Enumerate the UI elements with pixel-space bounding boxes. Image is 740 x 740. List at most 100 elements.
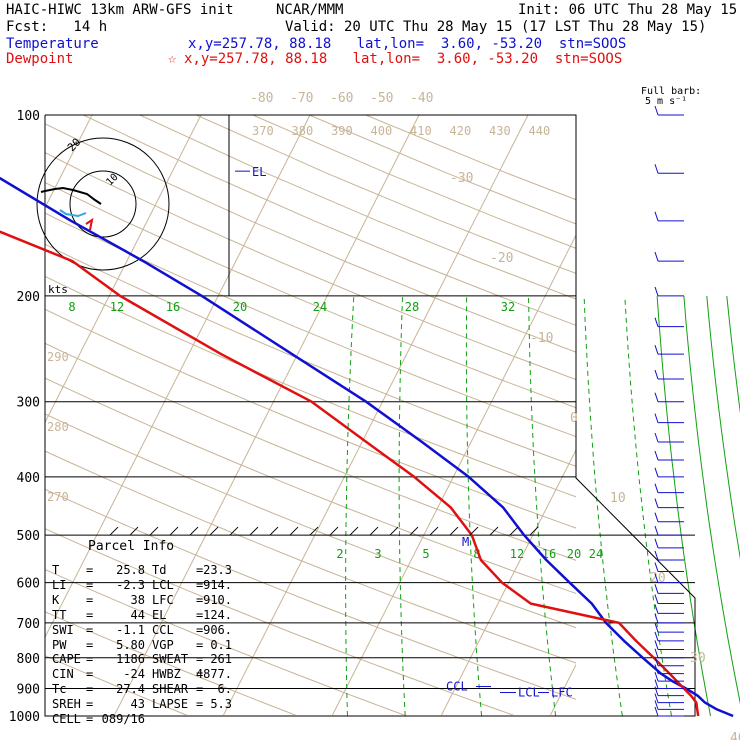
hodograph-trace-low: [59, 209, 87, 218]
wind-barb-flag: [654, 573, 659, 583]
freezing-hatch: [209, 526, 219, 536]
parcel-info-equals: =: [196, 577, 204, 592]
isotherm-label: 0: [570, 411, 578, 426]
parcel-info-k1: SREH: [52, 697, 81, 712]
parcel-info-v1: 27.4: [116, 682, 145, 697]
pressure-tick-label: 1000: [9, 710, 40, 725]
theta-label: 390: [331, 124, 353, 138]
wind-barb-flag: [654, 613, 659, 624]
wind-barb-flag: [654, 656, 659, 666]
wind-barb-flag: [654, 251, 659, 262]
parcel-info-v1: -24: [123, 667, 145, 682]
wind-barb-flag: [654, 631, 659, 642]
wind-barb-flag: [654, 164, 659, 174]
isotherm-label: -10: [530, 331, 553, 346]
parcel-info-equals: =: [196, 622, 204, 637]
parcel-info-k2: VGP: [152, 637, 174, 652]
parcel-info-k1: PW: [52, 637, 67, 652]
pressure-tick-label: 800: [17, 652, 40, 667]
theta-label: 430: [489, 124, 511, 138]
pressure-tick-label: 300: [17, 396, 40, 411]
theta-label: 400: [371, 124, 393, 138]
wind-barb-flag: [654, 450, 659, 461]
organization: NCAR/MMM: [276, 2, 344, 18]
parcel-info-v2: 261: [210, 652, 232, 667]
wind-barb-flag: [654, 512, 659, 522]
mixing-ratio-label: 5: [422, 547, 429, 561]
parcel-info-equals: =: [86, 563, 94, 577]
freezing-hatch: [249, 526, 259, 536]
parcel-info-equals: =: [86, 697, 94, 712]
mixing-ratio-label: 16: [166, 300, 180, 314]
parcel-info-v1: 43: [130, 697, 145, 712]
mixing-ratio-label: 2: [336, 547, 343, 561]
pressure-tick-label: 400: [17, 471, 40, 486]
wind-barb-flag: [654, 679, 659, 689]
wind-barb-flag: [654, 604, 659, 614]
theta-label: 370: [252, 124, 274, 138]
freezing-hatch: [129, 526, 139, 536]
el-label: EL: [252, 165, 266, 179]
parcel-info-k1: T: [52, 563, 60, 577]
parcel-info-v2: 124.: [203, 607, 232, 622]
parcel-info-k1: CIN: [52, 667, 74, 682]
parcel-info-equals: =: [196, 667, 204, 682]
parcel-info-k2: LFC: [152, 592, 174, 607]
hodograph-ring: [36, 137, 170, 271]
parcel-info-equals: =: [196, 607, 204, 622]
parcel-info-k1: LI: [52, 577, 67, 592]
isotherm-line: [222, 115, 529, 715]
dry-adiabat-line: [45, 181, 576, 409]
mixing-ratio-label: 12: [110, 300, 124, 314]
mixing-ratio-line: [528, 295, 557, 717]
wind-barb-flag: [654, 686, 659, 696]
dry-adiabat-line: [45, 275, 576, 498]
barb-legend-title: Full barb:: [641, 86, 702, 97]
barb-legend-unit: 5 m s⁻¹: [645, 96, 688, 107]
isotherm-line: [549, 663, 576, 715]
lcl-label: LCL: [518, 686, 540, 700]
pressure-axis-labels: 100 200 300 400 500 600 700 800 900 1000: [9, 109, 40, 725]
freezing-hatch: [469, 526, 479, 536]
parcel-info-v1: 38: [130, 592, 145, 607]
parcel-info-k2: LAPSE: [152, 697, 189, 712]
freezing-hatch: [329, 526, 339, 536]
isotherm-label: -30: [450, 171, 473, 186]
dry-adiabat-line: [365, 115, 576, 201]
pressure-tick-label: 700: [17, 617, 40, 632]
dry-adiabat-line: [45, 611, 297, 715]
wind-barb-flag: [654, 211, 659, 221]
freezing-hatch: [189, 526, 199, 536]
forecast-hour: Fcst: 14 h: [6, 19, 108, 35]
wind-barbs: [654, 105, 684, 717]
mixing-ratio-label: 24: [313, 300, 327, 314]
model-title: HAIC-HIWC 13km ARW-GFS init: [6, 2, 234, 18]
parcel-info-v1: -1.1: [116, 622, 145, 637]
theta-label: 410: [410, 124, 432, 138]
wind-barb-flag: [654, 693, 659, 703]
theta-label: 290: [47, 350, 69, 364]
isotherm-line: [45, 115, 311, 639]
parcel-info-k1: Tc: [52, 682, 67, 697]
parcel-info-equals: =: [196, 697, 204, 712]
parcel-info-v1: 44: [130, 607, 145, 622]
parcel-info-equals: =: [196, 652, 204, 667]
wind-barb-flag: [654, 622, 659, 633]
parcel-info-v1: 5.80: [116, 637, 145, 652]
wind-barb-flag: [654, 369, 659, 380]
parcel-info-k1: TT: [52, 607, 67, 622]
parcel-info-k2: HWBZ: [152, 667, 181, 682]
m-label: M: [462, 535, 469, 549]
isotherm-label: -60: [330, 91, 353, 106]
dry-adiabat-line: [45, 308, 576, 529]
mixing-ratio-label: 32: [501, 300, 515, 314]
dry-adiabat-line: [83, 115, 576, 326]
parcel-info-equals: =: [86, 637, 94, 652]
dry-adiabat-line: [45, 413, 576, 629]
freezing-hatch: [169, 526, 179, 536]
freezing-hatch: [509, 526, 519, 536]
freezing-hatch: [149, 526, 159, 536]
mixing-ratio-label: 20: [233, 300, 247, 314]
parcel-info-k2: CCL: [152, 622, 174, 637]
